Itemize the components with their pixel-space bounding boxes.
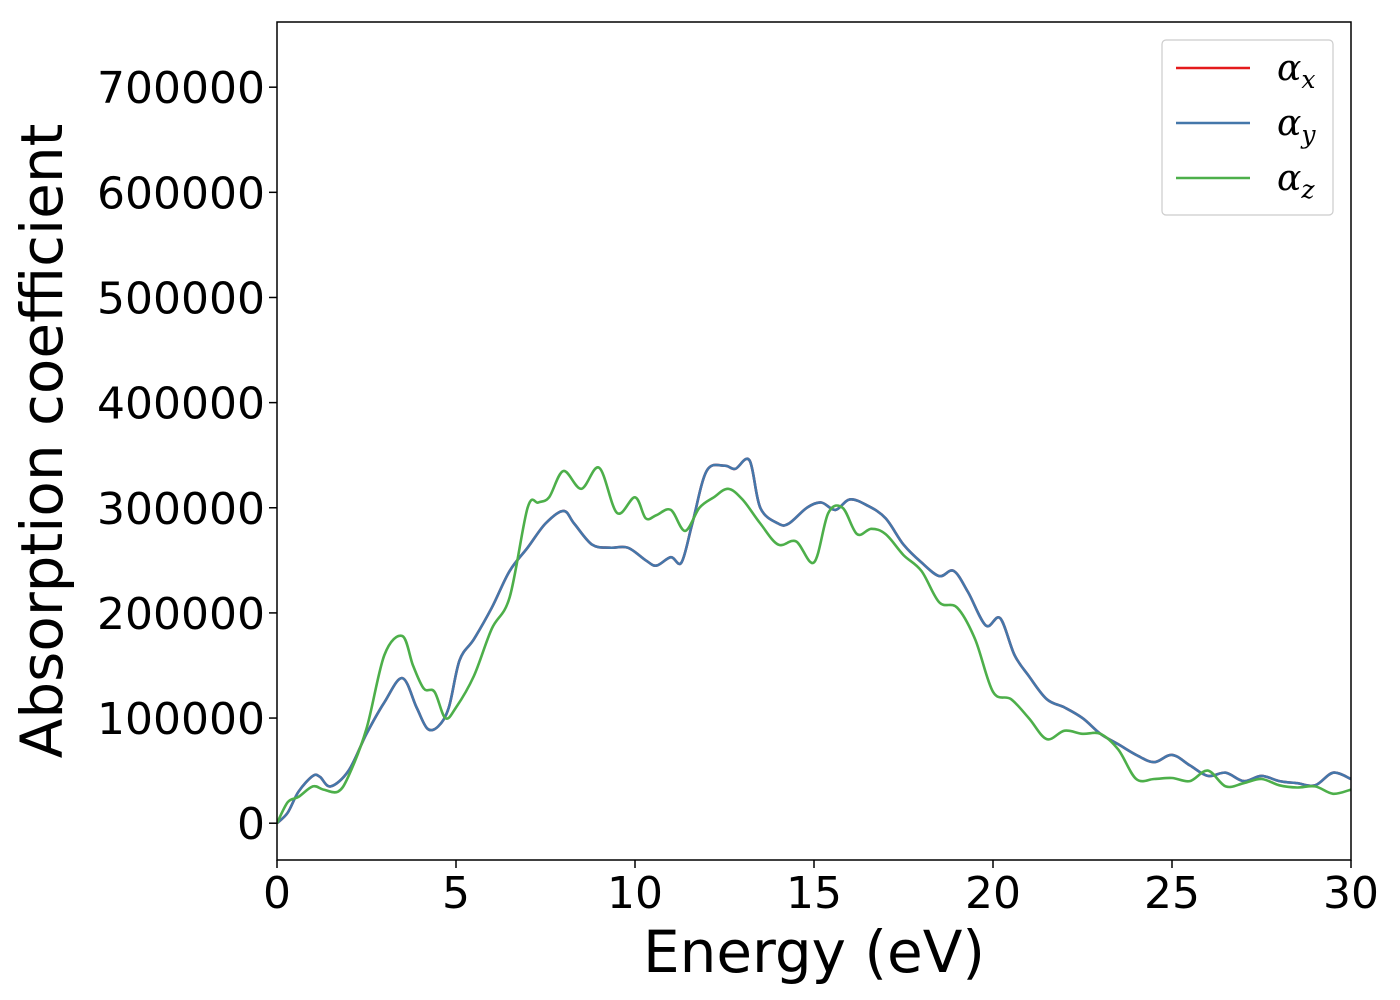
x-tick-label: 15 [786,868,842,919]
series-layer [277,457,1351,825]
legend-label-alpha-x: αx [1277,48,1315,94]
x-axis-label: Energy (eV) [643,918,985,986]
legend-label-alpha-y: αy [1277,103,1316,149]
legend-box [1161,39,1334,216]
y-tick-label: 300000 [97,484,265,535]
x-tick-label: 25 [1144,868,1200,919]
y-tick-label: 100000 [97,694,265,745]
x-tick-label: 10 [607,868,663,919]
x-axis: 0 5 10 15 20 25 30 [263,860,1379,919]
x-tick-label: 0 [263,868,291,919]
y-axis-label: Absorption coefficient [8,124,76,759]
y-tick-label: 200000 [97,589,265,640]
series-line-alpha-y [277,457,1351,825]
x-tick-label: 20 [965,868,1021,919]
y-tick-label: 700000 [97,63,265,114]
y-tick-label: 500000 [97,273,265,324]
x-tick-label: 5 [442,868,470,919]
x-tick-label: 30 [1323,868,1379,919]
y-tick-label: 600000 [97,168,265,219]
series-line-alpha-x [277,457,1351,825]
series-line-alpha-z [277,466,1351,824]
legend: αx αy αz [1161,39,1334,216]
y-axis: 0 100000 200000 300000 400000 500000 600000 700… [97,63,277,850]
legend-label-alpha-z: αz [1277,158,1315,204]
y-tick-label: 400000 [97,379,265,430]
y-tick-label: 0 [237,799,265,850]
